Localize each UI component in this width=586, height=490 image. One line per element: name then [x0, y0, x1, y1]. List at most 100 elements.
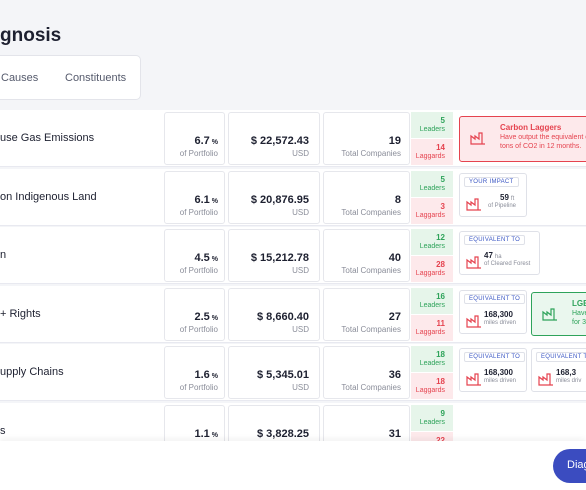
icon	[466, 314, 481, 328]
percent: 1.6%	[194, 369, 218, 381]
laggards-box: 14 Laggards	[411, 139, 453, 165]
impact-card[interactable]: YOUR IMPACT 59 ft of Pipeline	[459, 172, 527, 217]
cause-name: use Gas Emissions	[0, 132, 95, 144]
impact-card[interactable]: EQUIVALENT TO 168,300 miles driven	[459, 348, 527, 392]
title: gnosis	[0, 25, 62, 46]
leaders-box: 16 Leaders	[411, 287, 453, 314]
percent-label: of Portfolio	[179, 149, 218, 158]
amount-cell: $ 15,212.78 USD	[228, 229, 320, 282]
amount: $ 22,572.43	[250, 135, 309, 147]
percent-label: of Portfolio	[179, 383, 218, 392]
icon	[470, 132, 485, 145]
companies-cell: 36 Total Companies	[323, 346, 410, 399]
row[interactable]: on Indigenous Land 6.1% of Portfolio $ 20,8…	[0, 168, 586, 226]
cause-name: on Indigenous Land	[0, 190, 97, 203]
currency: USD	[292, 324, 309, 334]
laggards-label: Laggards	[415, 328, 445, 336]
currency: USD	[292, 383, 309, 392]
amount: $ 5,345.01	[257, 369, 309, 381]
leaders-label: Leaders	[419, 243, 445, 250]
percent-unit: %	[211, 197, 218, 205]
percent-label: of Portfolio	[179, 324, 218, 334]
leaders-box: 9 Leaders	[411, 404, 453, 431]
card-value: 168,3	[556, 368, 576, 377]
button-label: Diag	[567, 459, 586, 471]
card-tag: EQUIVALENT TO	[464, 293, 526, 304]
leaders: 5	[440, 116, 445, 125]
leaders: 9	[440, 408, 445, 418]
row[interactable]: n 4.5% of Portfolio $ 15,212.78 USD 40 Total C…	[0, 227, 586, 284]
impact-card[interactable]: EQUIVALENT TO 47 ha of Cleared Forest	[459, 231, 540, 275]
percent: 6.7%	[194, 135, 218, 147]
companies-label: Total Companies	[341, 207, 401, 217]
card-tag: YOUR IMPACT	[464, 176, 519, 187]
currency: USD	[292, 266, 309, 275]
alert-card[interactable]: Carbon Laggers Have output the equivalent…	[459, 116, 586, 162]
laggards: 28	[436, 260, 445, 269]
alert-text: for 3	[572, 318, 586, 326]
card-caption: miles driv	[556, 378, 582, 384]
companies-cell: 40 Total Companies	[323, 229, 410, 282]
companies-label: Total Companies	[341, 383, 401, 392]
laggards: 22	[436, 435, 445, 445]
icon	[542, 307, 557, 321]
leaders-box: 5 Leaders	[411, 170, 453, 197]
leaders: 12	[436, 233, 445, 242]
percent: 1.1%	[194, 428, 218, 440]
card-tag: EQUIVALENT TO	[464, 235, 526, 245]
leaders-label: Leaders	[419, 184, 445, 192]
card-value: 59 ft	[500, 193, 514, 202]
laggards-box: 28 Laggards	[411, 256, 453, 282]
impact-card[interactable]: EQUIVALENT TO 168,300 miles driven	[459, 289, 527, 334]
percent-value: 1.1	[194, 427, 210, 440]
leaders-box: 5 Leaders	[411, 112, 453, 138]
icon	[538, 373, 553, 386]
amount: $ 15,212.78	[250, 252, 309, 264]
percent-value: 1.6	[194, 369, 210, 381]
companies: 40	[388, 252, 401, 264]
laggards-label: Laggards	[415, 387, 445, 394]
row[interactable]: + Rights 2.5% of Portfolio $ 8,660.40 USD 27 T…	[0, 285, 586, 343]
percent-cell: 2.5% of Portfolio	[164, 287, 225, 341]
card-caption: of Pipeline	[488, 202, 517, 209]
value: 168,300	[484, 309, 513, 319]
percent-unit: %	[211, 139, 218, 146]
tab[interactable]: Causes	[1, 72, 39, 84]
companies-cell: 19 Total Companies	[323, 112, 410, 165]
laggards: 14	[436, 143, 445, 152]
laggards-box: 3 Laggards	[411, 197, 453, 224]
card-tag: EQUIVALENT TO	[536, 352, 586, 362]
percent-unit: %	[211, 373, 218, 380]
value: 168,300	[484, 368, 513, 377]
row[interactable]: use Gas Emissions 6.7% of Portfolio $ 22,57…	[0, 110, 586, 167]
alert-title: Carbon Laggers	[500, 123, 562, 132]
row[interactable]: upply Chains 1.6% of Portfolio $ 5,345.01 US…	[0, 344, 586, 401]
companies-label: Total Companies	[341, 149, 401, 158]
alert-card[interactable]: LGEHavefor 3	[531, 291, 586, 336]
diagnose-button[interactable]: Diag	[553, 449, 586, 483]
leaders-label: Leaders	[419, 360, 445, 367]
percent-unit: %	[211, 431, 218, 439]
laggards: 18	[436, 377, 445, 386]
percent-cell: 6.1% of Portfolio	[164, 170, 225, 224]
laggards-box: 11 Laggards	[411, 314, 453, 341]
alert-title: LGE	[572, 298, 586, 308]
alert-text: Have output the equivalent of	[500, 134, 586, 141]
companies-label: Total Companies	[341, 266, 401, 275]
card-value: 168,300	[484, 368, 513, 377]
tab[interactable]: Constituents	[65, 72, 127, 84]
leaders-label: Leaders	[419, 418, 445, 426]
cause-name: upply Chains	[0, 366, 64, 378]
companies: 8	[394, 193, 401, 206]
value: 59	[500, 192, 509, 202]
percent: 4.5%	[194, 252, 218, 264]
companies: 19	[388, 135, 401, 147]
icon	[466, 256, 481, 269]
card-caption: miles driven	[484, 378, 517, 384]
laggards-label: Laggards	[415, 211, 445, 219]
unit: ft	[510, 195, 515, 202]
percent-label: of Portfolio	[179, 266, 218, 275]
